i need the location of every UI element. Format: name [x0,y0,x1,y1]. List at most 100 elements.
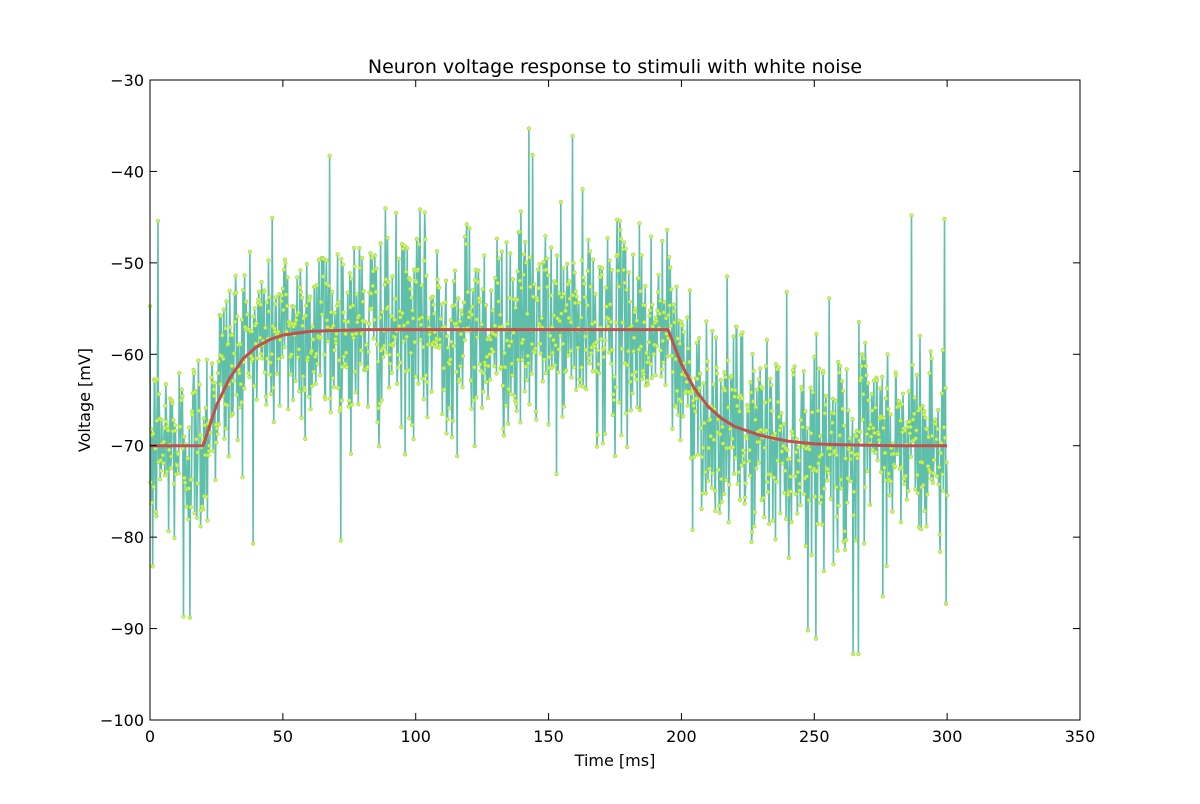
data-point [618,236,623,241]
data-point [330,289,335,295]
data-point [221,307,226,312]
data-point [887,493,892,498]
data-point [670,370,676,375]
data-point [765,480,770,485]
data-point [781,422,787,427]
data-point [376,444,382,449]
data-point [595,348,601,353]
data-point [310,324,315,329]
data-point [474,317,479,322]
data-point [712,488,718,493]
data-point [566,353,571,358]
data-point [325,339,331,344]
data-point [710,328,715,334]
data-point [676,412,681,417]
data-point [838,363,843,368]
data-point [377,401,382,406]
data-point [469,312,475,317]
data-point [843,456,848,461]
data-point [754,387,760,392]
data-point [416,381,421,386]
data-point [671,302,676,307]
data-point [333,340,339,346]
data-point [365,404,371,409]
data-point [596,371,602,376]
data-point [270,215,275,220]
data-point [785,447,790,453]
data-point [253,341,258,346]
data-point [299,295,305,300]
data-point [476,296,482,301]
data-point [298,268,303,273]
data-point [867,502,873,507]
data-point [258,302,263,307]
data-point [421,345,426,350]
data-point [720,424,725,430]
data-point [777,428,782,433]
data-point [187,425,192,430]
data-point [622,361,628,366]
data-point [529,371,534,376]
data-point [156,392,162,397]
data-point [502,350,507,356]
x-tick-label: 100 [400,727,431,746]
data-point [374,342,380,347]
data-point [416,242,422,247]
data-point [299,415,304,421]
data-point [807,447,812,452]
data-point [523,364,528,369]
data-point [626,349,631,354]
data-point [623,246,628,251]
data-point [495,280,500,286]
data-point [481,371,486,376]
data-point [634,318,639,323]
data-point [703,469,708,475]
data-point [553,343,558,348]
data-point [296,347,301,352]
data-point [631,349,636,354]
data-point [477,362,483,367]
data-point [941,488,946,493]
data-point [727,482,732,487]
data-point [458,332,464,337]
data-point [155,218,161,223]
data-point [795,511,800,516]
data-point [564,302,569,307]
data-layer [147,126,950,657]
data-point [650,302,655,307]
data-point [644,378,650,383]
data-point [824,478,830,483]
data-point [437,285,442,290]
data-point [554,472,559,477]
data-point [588,284,593,289]
data-point [827,296,832,301]
data-point [453,302,458,308]
data-point [304,303,309,308]
data-point [647,308,653,313]
data-point [563,308,568,313]
data-point [558,200,563,205]
data-point [617,219,622,224]
y-tick-label: −30 [110,71,144,90]
data-point [687,288,693,293]
x-axis-label: Time [ms] [574,751,656,770]
data-point [286,407,291,412]
data-point [778,510,783,516]
data-point [558,333,563,338]
data-point [851,513,856,518]
data-point [378,241,383,246]
data-point [869,392,874,397]
data-point [679,319,684,324]
data-point [808,385,813,390]
data-point [938,450,943,456]
data-point [442,387,447,392]
smooth-response-line [150,328,948,448]
data-point [602,345,607,350]
data-point [700,455,705,460]
data-point [732,394,737,399]
data-point [607,350,612,355]
data-point [748,390,754,395]
data-point [625,363,630,368]
data-point [278,337,283,343]
data-point [815,521,820,527]
